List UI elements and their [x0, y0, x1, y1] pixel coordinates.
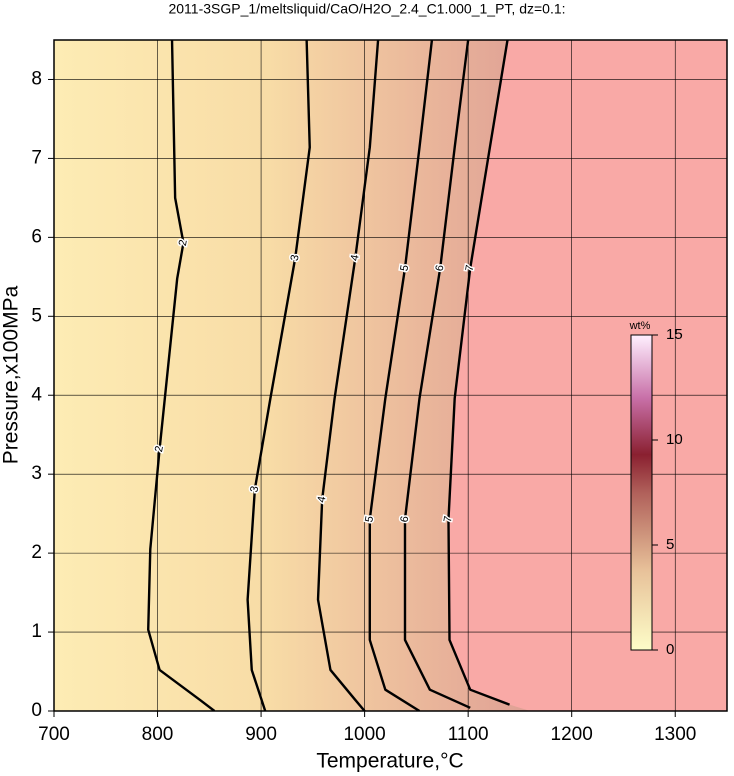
y-tick-label: 6: [31, 226, 42, 247]
contour-label: 4: [349, 254, 362, 262]
x-tick-label: 700: [38, 724, 70, 745]
colorbar-label: wt%: [629, 320, 651, 332]
plot-area: 2 2 3 3 4 4 5 5 6 6 7 7: [54, 40, 727, 711]
x-tick-label: 1100: [448, 724, 489, 745]
contour-label: 5: [363, 515, 376, 523]
overlay: 700 800 900 1000 1100 1200 1300 0 1 2 3 4 5 6 7 8 0 5 10 15: [31, 68, 696, 745]
y-tick-label: 2: [31, 542, 42, 563]
x-tick-label: 1000: [343, 724, 385, 745]
contour-line: [246, 40, 311, 711]
x-tick-label: 900: [245, 724, 277, 745]
contour-label: 5: [398, 264, 411, 272]
chart-title: 2011-3SGP_1/meltsliquid/CaO/H2O_2.4_C1.0…: [168, 1, 565, 17]
contour-label: 2: [177, 239, 190, 247]
contour-label: 4: [316, 495, 329, 503]
contour-line: [368, 40, 434, 711]
contour-line: [403, 40, 471, 709]
colorbar-tick-label: 5: [666, 536, 674, 553]
contour-label: 7: [442, 515, 455, 523]
x-tick-label: 1300: [654, 724, 696, 745]
y-tick-label: 1: [31, 621, 42, 642]
contour-label: 6: [398, 515, 411, 523]
contour-line: [316, 40, 380, 711]
y-axis-label: Pressure,x100MPa: [0, 285, 23, 464]
colorbar-tick-label: 15: [666, 326, 683, 343]
x-tick-label: 800: [142, 724, 174, 745]
contour-label: 6: [434, 264, 447, 272]
colorbar-tick-label: 0: [666, 641, 674, 658]
contour-label: 3: [289, 254, 302, 262]
contour-label: 7: [464, 264, 477, 272]
x-axis-label: Temperature,°C: [316, 750, 463, 773]
contour-label: 2: [153, 445, 166, 453]
colorbar-tick-label: 10: [666, 431, 683, 448]
contour-label: 3: [248, 485, 261, 493]
contour-line: [447, 40, 510, 706]
y-tick-label: 3: [31, 463, 42, 484]
y-tick-label: 7: [31, 147, 42, 168]
colorbar: [630, 334, 653, 651]
y-tick-label: 4: [31, 384, 42, 405]
contour-line: [147, 40, 216, 711]
x-tick-label: 1200: [551, 724, 593, 745]
y-tick-label: 0: [31, 700, 42, 721]
plot-frame: [53, 39, 728, 712]
y-tick-label: 8: [31, 68, 42, 89]
y-tick-label: 5: [31, 305, 42, 326]
